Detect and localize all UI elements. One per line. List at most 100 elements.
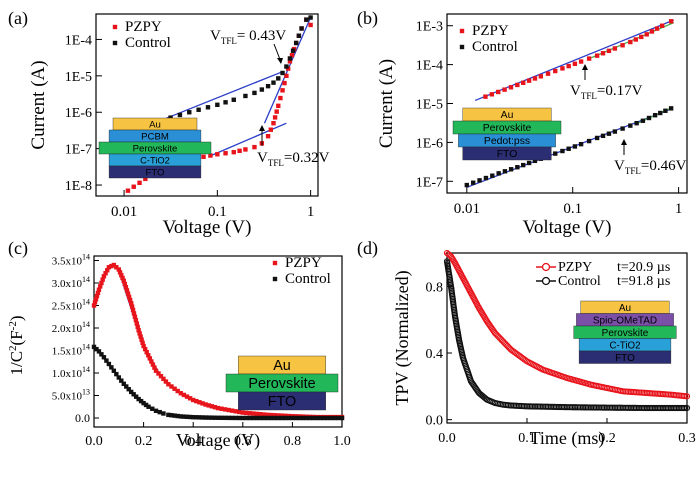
data-point-control [205,105,211,110]
data-point-control [136,396,141,402]
y-axis-label: Current (A) [376,59,397,148]
data-point-pzpy [649,29,655,34]
data-point-pzpy [660,23,665,28]
data-point-pzpy [254,411,260,417]
y-tick-label: 1E-4 [65,33,92,48]
data-point-control [209,415,214,420]
data-point-control [586,138,592,144]
data-point-pzpy [134,321,139,326]
x-tick-label: 0.1 [563,201,582,217]
y-tick-label: 1E-7 [416,175,443,190]
data-point-pzpy [268,127,273,132]
data-point-control [99,352,104,357]
data-point-pzpy [161,376,166,382]
x-tick-label: 0.01 [454,201,480,217]
panel-label: (c) [8,238,28,259]
y-tick-label: 1E-8 [65,179,92,194]
data-point-pzpy [606,48,612,54]
data-point-pzpy [265,133,271,139]
data-point-control [553,151,558,156]
data-point-pzpy [240,410,245,415]
data-point-pzpy [276,413,281,418]
data-point-control [178,414,183,419]
data-point-control [131,392,136,397]
x-axis-label: Time (ms) [530,428,605,449]
data-point-pzpy [566,63,571,69]
data-point-pzpy [132,314,138,319]
data-point-pzpy [594,53,600,58]
data-point-pzpy [261,412,267,417]
data-point-control [143,402,149,408]
data-point-control [116,375,121,380]
data-point-pzpy [243,147,248,152]
y-tick-label: 1E-5 [65,70,92,85]
data-point-pzpy [131,184,136,189]
vtfl-annotation: VTFL=0.17V [570,83,643,101]
layer-label: Perovskite [248,376,315,392]
x-tick-label: 0.8 [284,434,302,449]
data-point-control [196,107,201,112]
data-point-pzpy [200,401,205,406]
data-point-pzpy [152,365,157,370]
data-point-pzpy [654,26,660,31]
data-point-pzpy [147,356,152,361]
legend-label: Control [558,274,601,289]
x-tick-label: 0.1 [208,204,227,220]
data-point-pzpy [94,293,100,299]
y-axis-label: 1/C2(F-2) [7,315,26,375]
data-point-pzpy [125,188,131,193]
data-point-pzpy [251,411,256,416]
data-point-control [297,415,302,421]
data-point-pzpy [101,274,107,279]
data-point-pzpy [131,311,137,316]
data-point-pzpy [553,68,558,74]
data-point-pzpy [272,413,277,418]
plot-frame-0 [95,13,319,197]
data-point-pzpy [279,413,284,418]
data-point-control [215,102,220,108]
x-axis-label: Voltage (V) [163,217,252,238]
data-point-control [332,415,338,421]
x-axis-label: Voltage (V) [176,430,260,451]
y-tick-label: 3.5x1014 [52,253,90,268]
data-point-pzpy [197,400,202,405]
layer-fto [462,146,552,161]
data-point-pzpy [223,151,228,156]
data-point-control [276,76,281,81]
layer-label: Perovskite [602,328,649,339]
fit-line [474,19,675,102]
x-tick-label: 0.1 [518,431,536,446]
legend-label: Control [472,39,518,55]
data-point-pzpy [153,368,159,373]
data-point-pzpy [237,409,242,415]
data-point-pzpy [231,149,236,155]
data-point-pzpy [121,278,126,283]
data-point-control [304,17,309,22]
data-point-control [634,120,639,126]
layer-label: FTO [145,167,164,178]
data-point-control [508,167,514,172]
data-point-control [138,398,144,404]
y-tick-label: 2.0x1014 [52,320,90,335]
layer-fto [238,391,326,411]
data-point-control [293,415,299,421]
data-point-control [215,415,221,420]
data-point-pzpy [502,87,507,92]
data-point-pzpy [209,404,214,409]
data-point-pzpy [95,290,101,296]
data-point-control [315,415,320,421]
data-point-control [219,415,224,421]
legend-label: Control [125,35,171,51]
data-point-pzpy [508,85,514,90]
data-point-pzpy [215,152,220,157]
data-point-control [175,413,180,419]
data-point-pzpy [137,180,142,186]
data-point-pzpy [308,22,313,28]
data-point-control [515,165,520,170]
x-tick-label: 0.4 [184,434,202,449]
data-point-control [261,415,267,421]
data-point-pzpy [133,317,139,323]
plot-frame-2 [93,255,343,428]
data-point-pzpy [276,103,281,109]
